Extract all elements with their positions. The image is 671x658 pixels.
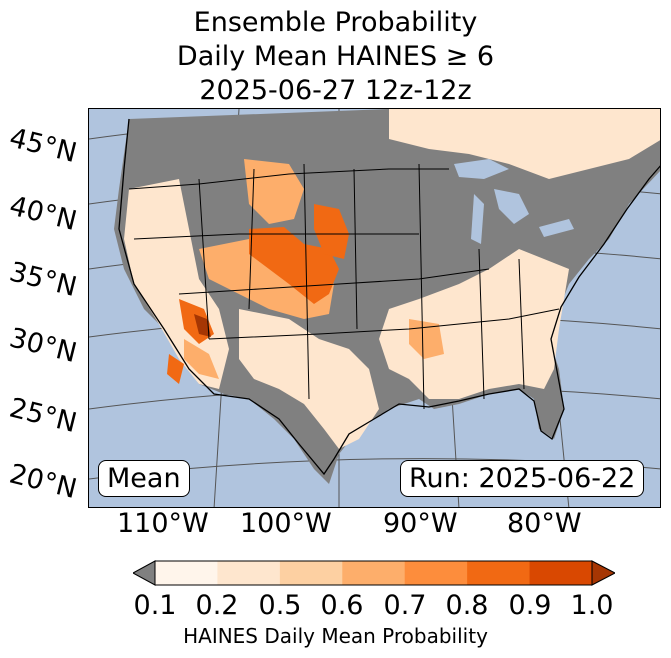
colorbar-cell xyxy=(529,561,593,585)
lon-label-80: 80°W xyxy=(507,508,582,539)
colorbar-cell xyxy=(467,561,531,585)
cbar-tick-6: 0.9 xyxy=(508,590,552,621)
colorbar-under-arrow xyxy=(133,560,156,586)
cbar-tick-0: 0.1 xyxy=(133,590,177,621)
lat-label-40: 40°N xyxy=(6,190,80,238)
lat-label-35: 35°N xyxy=(6,256,80,304)
colorbar-frame xyxy=(154,560,593,586)
colorbar xyxy=(133,560,615,586)
cbar-tick-1: 0.2 xyxy=(195,590,239,621)
map-panel xyxy=(88,108,661,508)
state-borders xyxy=(128,163,560,410)
mean-label-box: Mean xyxy=(98,460,190,497)
coastline xyxy=(118,118,660,476)
lon-label-110: 110°W xyxy=(117,508,209,539)
cbar-tick-5: 0.8 xyxy=(445,590,489,621)
lat-label-20: 20°N xyxy=(6,458,80,506)
prob-1-0-region xyxy=(194,314,211,337)
map-svg xyxy=(89,109,660,507)
colorbar-cell xyxy=(342,561,406,585)
colorbar-cell xyxy=(155,561,218,585)
lon-label-90: 90°W xyxy=(383,508,458,539)
cbar-tick-2: 0.5 xyxy=(258,590,302,621)
title-line-1: Ensemble Probability xyxy=(193,7,478,38)
cbar-tick-3: 0.6 xyxy=(320,590,364,621)
colorbar-cell xyxy=(279,561,343,585)
colorbar-label: HAINES Daily Mean Probability xyxy=(183,624,488,648)
lon-label-100: 100°W xyxy=(240,508,332,539)
colorbar-cell xyxy=(217,561,281,585)
lat-label-45: 45°N xyxy=(6,122,80,170)
run-date-box: Run: 2025-06-22 xyxy=(400,460,645,497)
title-line-3: 2025-06-27 12z-12z xyxy=(199,75,472,106)
cbar-tick-7: 1.0 xyxy=(570,590,614,621)
colorbar-cell xyxy=(404,561,468,585)
cbar-tick-4: 0.7 xyxy=(383,590,427,621)
lat-label-30: 30°N xyxy=(6,322,80,370)
great-lakes xyxy=(454,159,574,244)
lat-label-25: 25°N xyxy=(6,392,80,440)
title-line-2: Daily Mean HAINES ≥ 6 xyxy=(176,41,495,72)
colorbar-over-arrow xyxy=(591,560,615,586)
